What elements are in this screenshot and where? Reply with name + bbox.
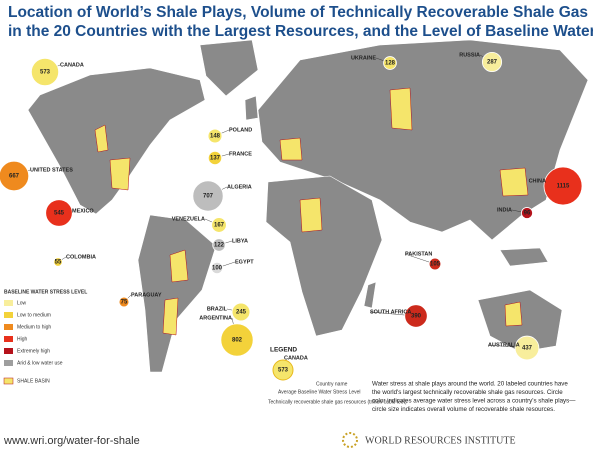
legend-note: Country name — [316, 381, 348, 387]
legend-swatch — [3, 377, 14, 385]
country-label: BRAZIL — [207, 306, 228, 312]
volume-label: 437 — [522, 346, 533, 352]
country-label: INDIA — [497, 207, 512, 213]
legend-label: Low — [17, 300, 27, 306]
country-label: MEXICO — [72, 208, 94, 214]
shale-basins — [94, 87, 529, 336]
volume-circle — [207, 128, 223, 144]
note: Water stress at shale plays around the w… — [372, 381, 576, 414]
volume-label: 707 — [203, 194, 214, 200]
volume-label: 122 — [214, 243, 225, 249]
country-label: FRANCE — [229, 151, 252, 157]
country-label: VENEZUELA — [172, 216, 205, 222]
title-line: Location of World’s Shale Plays, Volume … — [8, 4, 588, 21]
volume-circle — [481, 51, 503, 73]
volume-circle — [428, 257, 442, 271]
title-line: in the 20 Countries with the Largest Res… — [8, 23, 593, 40]
note-line: the world's largest technically recovera… — [372, 389, 563, 396]
legend-label: Arid & low water use — [17, 360, 63, 366]
legend-circle — [272, 359, 294, 381]
legend-label: High — [17, 336, 28, 342]
note-line: Water stress at shale plays around the w… — [372, 381, 568, 388]
volume-label: 167 — [214, 223, 225, 229]
country-label: CHINA — [529, 178, 546, 184]
country-label: UNITED STATES — [30, 167, 73, 173]
volume-circle — [207, 150, 223, 166]
legend-value: 573 — [278, 368, 289, 374]
volume-label: 545 — [54, 211, 65, 217]
country-label: ARGENTINA — [199, 315, 232, 321]
country-label: EGYPT — [235, 259, 254, 265]
volume-circle — [118, 296, 130, 308]
volume-label: 573 — [40, 70, 51, 76]
country-label: COLOMBIA — [66, 254, 96, 260]
country-label: CANADA — [60, 62, 84, 68]
legend: BASELINE WATER STRESS LEVEL Low Low to me… — [3, 289, 87, 385]
country-label: RUSSIA — [459, 52, 480, 58]
legend-box: LEGEND 573 CANADA Country name Average B… — [268, 347, 407, 406]
volume-circle — [543, 166, 583, 206]
volume-label: 1115 — [557, 184, 570, 190]
country-label: AUSTRALIA — [488, 342, 520, 348]
note-line: circle size indicates overall volume of … — [372, 406, 555, 413]
legend-title: BASELINE WATER STRESS LEVEL — [4, 289, 87, 295]
volume-circle — [45, 199, 73, 227]
volume-label: 96 — [524, 211, 531, 217]
volume-label: 148 — [210, 134, 221, 140]
volume-circle — [404, 304, 428, 328]
legend-label: SHALE BASIN — [17, 378, 50, 384]
country-label: ALGERIA — [227, 184, 252, 190]
volume-circle — [210, 261, 224, 275]
volume-label: 667 — [9, 174, 20, 180]
volume-label: 137 — [210, 156, 221, 162]
legend-swatch — [4, 324, 13, 330]
legend-swatch — [4, 312, 13, 318]
volume-circle — [521, 207, 533, 219]
volume-circle — [231, 302, 251, 322]
volume-circle — [212, 238, 226, 252]
volume-circle — [30, 57, 60, 87]
volume-circle — [0, 160, 30, 192]
volume-label: 105 — [430, 262, 441, 268]
url: www.wri.org/water-for-shale — [3, 435, 140, 447]
volume-circle — [192, 180, 224, 212]
legend-note: Average Baseline Water Stress Level — [278, 389, 361, 395]
logo — [342, 432, 358, 448]
country-label: PARAGUAY — [131, 292, 162, 298]
volume-label: 128 — [385, 61, 396, 67]
legend-swatch — [4, 336, 13, 342]
country-label: SOUTH AFRICA — [370, 309, 411, 315]
volume-label: 100 — [212, 266, 223, 272]
legend-label: Medium to high — [17, 324, 51, 330]
legend-country: CANADA — [284, 355, 308, 361]
volume-label: 802 — [232, 338, 243, 344]
legend-label: Extremely high — [17, 348, 50, 354]
legend-swatch — [4, 360, 13, 366]
volume-circle — [514, 335, 540, 361]
legend-note: Technically recoverable shale gas resour… — [268, 399, 407, 405]
legend-box-title: LEGEND — [270, 347, 297, 354]
legend-swatch — [4, 300, 13, 306]
volume-label: 390 — [411, 314, 422, 320]
organization: WORLD RESOURCES INSTITUTE — [365, 435, 516, 446]
volume-circle — [53, 257, 63, 267]
volume-label: 245 — [236, 310, 247, 316]
volume-circle — [220, 323, 254, 357]
volume-circle — [211, 217, 227, 233]
legend-swatch — [4, 348, 13, 354]
volume-label: 55 — [55, 260, 62, 266]
note-line: color indicates average water stress lev… — [372, 398, 576, 405]
legend-label: Low to medium — [17, 312, 51, 318]
volume-label: 75 — [121, 300, 128, 306]
country-label: UKRAINE — [351, 55, 376, 61]
volume-label: 287 — [487, 60, 498, 66]
country-label: POLAND — [229, 127, 252, 133]
volume-circle — [383, 56, 397, 70]
country-label: PAKISTAN — [405, 251, 432, 257]
country-label: LIBYA — [232, 238, 248, 244]
